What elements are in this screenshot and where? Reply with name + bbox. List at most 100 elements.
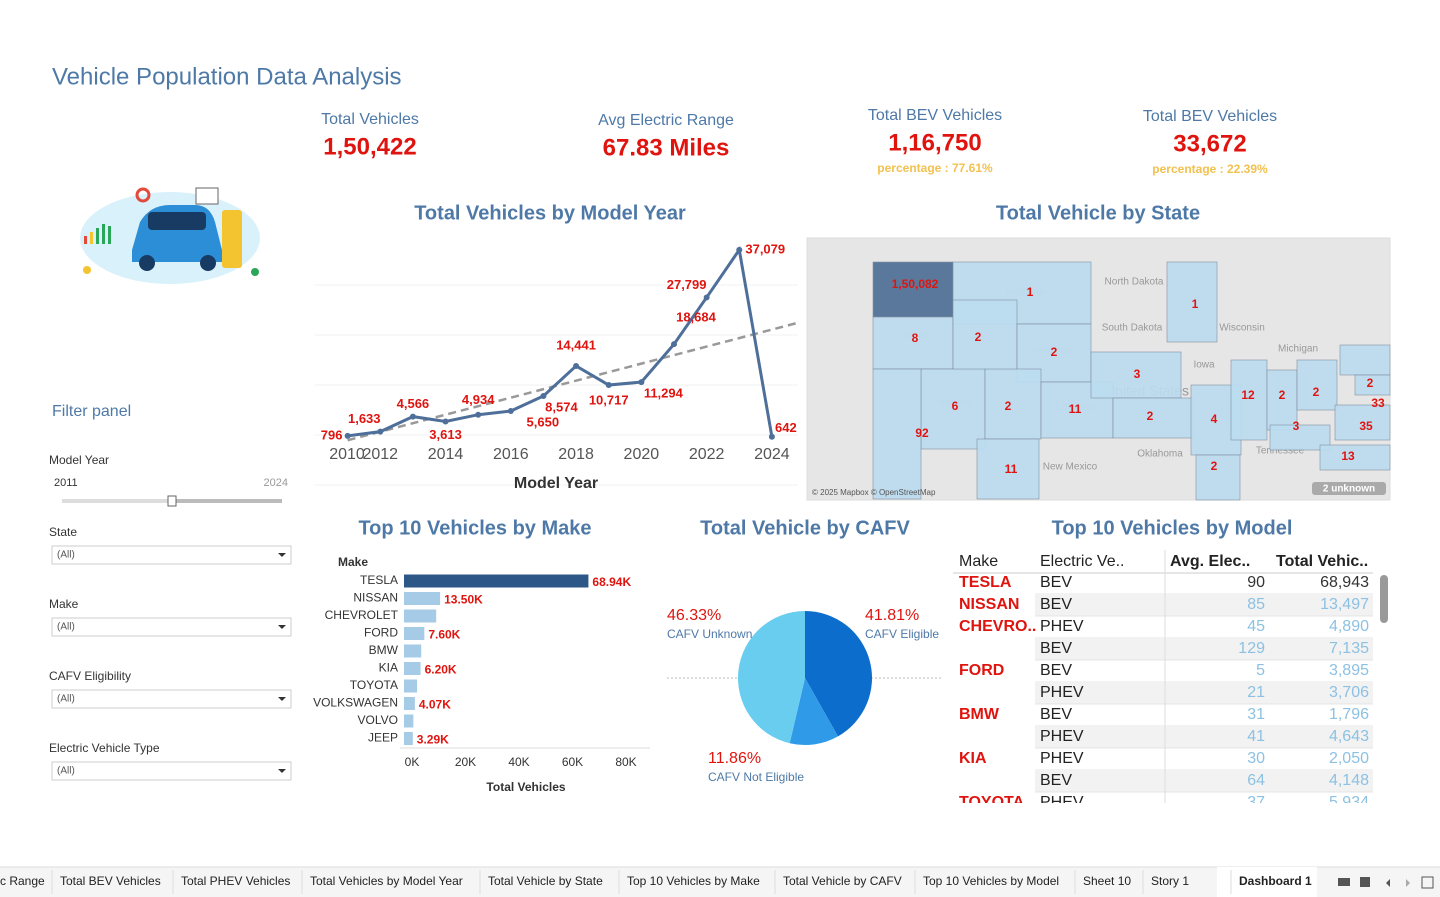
toolbar-icon[interactable]: [1338, 878, 1350, 886]
slider-handle[interactable]: [167, 495, 177, 507]
point: [409, 413, 416, 420]
cell: 64: [1247, 772, 1265, 789]
bar[interactable]: [404, 609, 437, 623]
state[interactable]: [1112, 397, 1194, 439]
bar[interactable]: [404, 574, 589, 588]
dropdown[interactable]: [51, 617, 292, 637]
bar[interactable]: [404, 697, 415, 710]
tab[interactable]: Top 10 Vehicles by Model: [923, 874, 1059, 888]
state-label: 1: [1027, 285, 1034, 299]
toolbar-icon[interactable]: [1360, 877, 1370, 887]
dropdown[interactable]: [51, 545, 292, 565]
state[interactable]: [1195, 454, 1241, 501]
state-label: 3: [1134, 367, 1141, 381]
category-label: CHEVROLET: [325, 608, 399, 622]
state[interactable]: [920, 368, 986, 450]
state[interactable]: [1319, 444, 1391, 471]
point: [475, 411, 482, 418]
cell: 45: [1247, 618, 1265, 635]
table: Make Electric Ve.. Avg. Elec.. Total Vehic.…: [953, 550, 1373, 811]
tab[interactable]: Story 1: [1151, 874, 1189, 888]
state-label: 2: [975, 330, 982, 344]
state[interactable]: [976, 438, 1040, 500]
state[interactable]: [1266, 369, 1298, 431]
active-tab[interactable]: [1217, 867, 1317, 897]
line: [347, 245, 774, 438]
point: [507, 408, 514, 415]
nav-prev[interactable]: [1386, 879, 1390, 887]
unknown-badge[interactable]: [1312, 482, 1386, 495]
bar[interactable]: [404, 592, 441, 605]
pie-slice[interactable]: [805, 611, 872, 737]
state[interactable]: [1334, 404, 1391, 441]
bar[interactable]: [404, 714, 414, 728]
dropdown-arrow: [278, 769, 286, 773]
row-band: [1035, 770, 1373, 792]
bar[interactable]: [404, 732, 413, 745]
tab[interactable]: Total PHEV Vehicles: [181, 874, 290, 888]
x-tick-label: 2012: [362, 446, 398, 463]
state[interactable]: [1339, 344, 1391, 376]
category-label: VOLVO: [358, 713, 398, 727]
point: [605, 382, 612, 389]
tab[interactable]: Total Vehicle by CAFV: [783, 874, 902, 888]
state-label: 13: [1341, 449, 1355, 463]
bar[interactable]: [404, 662, 421, 675]
dropdown[interactable]: [51, 761, 292, 781]
nav-next[interactable]: [1406, 879, 1410, 887]
bar[interactable]: [404, 644, 422, 658]
point: [638, 379, 645, 386]
slider-range: [172, 499, 282, 503]
kpi-label: Total Vehicles: [321, 111, 419, 128]
pie-category: CAFV Eligible: [865, 627, 939, 641]
cell: 2,050: [1329, 750, 1369, 767]
state[interactable]: [872, 368, 922, 500]
cell: TOYOTA: [959, 794, 1025, 811]
row-band: [1035, 682, 1373, 704]
tab[interactable]: Total Vehicle by State: [488, 874, 603, 888]
pie-slice[interactable]: [789, 678, 838, 745]
place-name: Michigan: [1278, 344, 1318, 355]
pie-value: 46.33%: [667, 607, 721, 624]
tab[interactable]: Dashboard 1: [1239, 874, 1312, 888]
pie-slice[interactable]: [738, 611, 805, 744]
tab[interactable]: Total BEV Vehicles: [60, 874, 161, 888]
cell: 3,895: [1329, 662, 1369, 679]
x-tick-label: 0K: [405, 755, 420, 769]
tab[interactable]: Top 10 Vehicles by Make: [627, 874, 760, 888]
pie-category: CAFV Not Eligible: [708, 770, 804, 784]
tab[interactable]: Sheet 10: [1083, 874, 1131, 888]
state[interactable]: [1090, 351, 1182, 399]
bar[interactable]: [404, 627, 425, 640]
bar[interactable]: [404, 679, 418, 693]
category-label: KIA: [379, 661, 398, 675]
category-label: FORD: [364, 626, 398, 640]
dropdown-value: (All): [57, 766, 75, 777]
state-label: 35: [1359, 419, 1373, 433]
slider-min: 2011: [54, 477, 78, 489]
kpi-label: Total BEV Vehicles: [868, 107, 1002, 124]
grid-icon[interactable]: [1421, 876, 1434, 889]
state[interactable]: [1354, 374, 1391, 396]
tab-bar: [0, 867, 1440, 897]
state[interactable]: [1166, 261, 1218, 343]
x-axis-label: Model Year: [514, 475, 598, 492]
chart-title: Top 10 Vehicles by Make: [358, 517, 591, 539]
state[interactable]: [1230, 359, 1268, 441]
tab[interactable]: Total Vehicles by Model Year: [310, 874, 463, 888]
chart-title: Total Vehicle by CAFV: [700, 517, 910, 539]
state[interactable]: [984, 368, 1042, 440]
dropdown[interactable]: [51, 689, 292, 709]
state[interactable]: [1296, 359, 1338, 411]
cell: CHEVRO..: [959, 618, 1036, 635]
cell: 5,934: [1329, 794, 1369, 811]
state[interactable]: [952, 299, 1018, 371]
scrollbar[interactable]: [1380, 575, 1388, 623]
state[interactable]: [872, 316, 954, 370]
data-label: 27,799: [667, 277, 707, 292]
x-tick-label: 2020: [624, 446, 660, 463]
data-label: 5,650: [527, 414, 560, 429]
state-label: 2: [1313, 385, 1320, 399]
cell: BMW: [959, 706, 1000, 723]
tab[interactable]: c Range: [0, 874, 45, 888]
